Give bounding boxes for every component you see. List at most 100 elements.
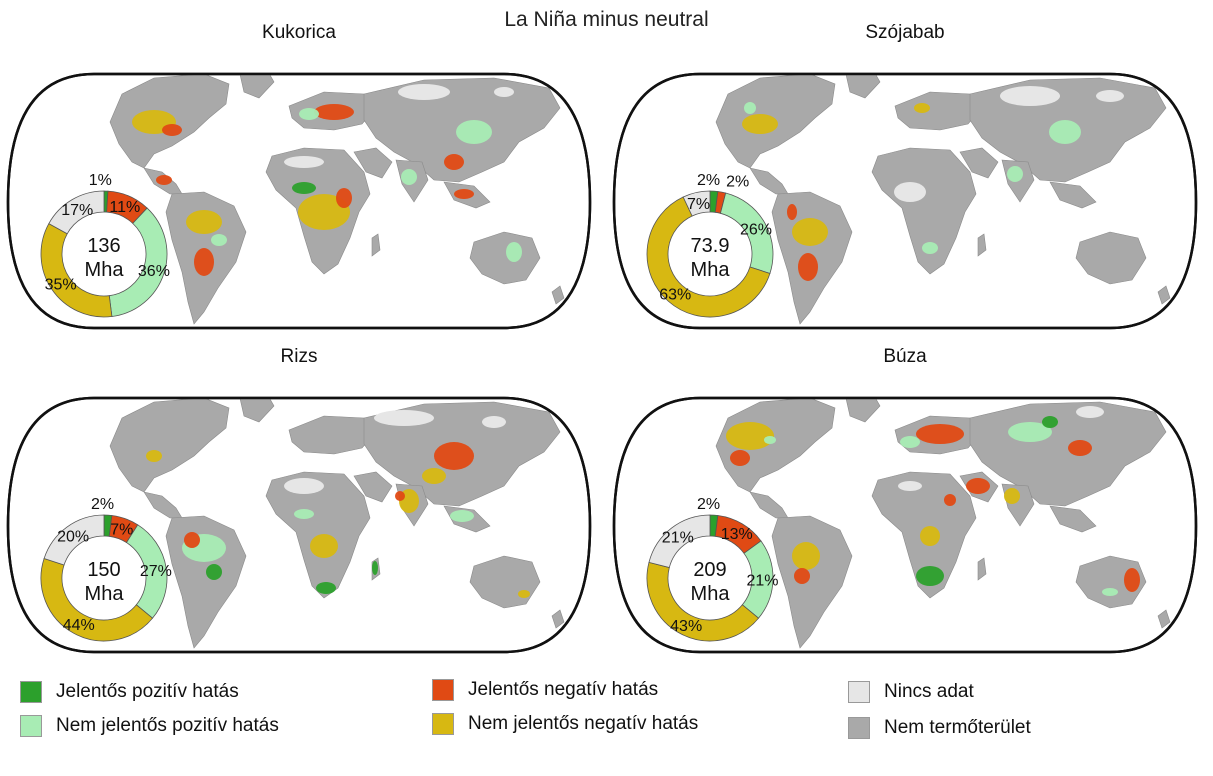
legend-label: Nem jelentős pozitív hatás <box>56 715 279 736</box>
region-no-data <box>1096 90 1124 102</box>
region-nonsig-pos <box>294 509 314 519</box>
donut-slice-label: 2% <box>697 172 720 189</box>
donut-slice-label: 21% <box>746 573 778 590</box>
region-sig-neg <box>444 154 464 170</box>
donut-total: 209 <box>693 559 726 581</box>
donut-slice-label: 1% <box>89 172 112 189</box>
region-nonsig-pos <box>450 510 474 522</box>
donut-slice-label: 44% <box>63 617 95 634</box>
region-sig-pos <box>206 564 222 580</box>
legend-swatch <box>432 713 454 735</box>
region-sig-neg <box>794 568 810 584</box>
region-sig-neg <box>916 424 964 444</box>
donut-slice-label: 43% <box>670 618 702 635</box>
region-nonsig-neg <box>914 103 930 113</box>
map-panel-kukorica: 1% 11% 36% 35% 17% 136 Mha Kukorica <box>4 12 594 332</box>
region-sig-pos <box>1042 416 1058 428</box>
region-nonsig-neg <box>186 210 222 234</box>
region-no-data <box>894 182 926 202</box>
donut-slice-label: 20% <box>57 529 89 546</box>
region-no-data <box>398 84 450 100</box>
region-sig-neg <box>966 478 990 494</box>
map-panel-buza: 2% 13% 21% 43% 21% 209 Mha Búza <box>610 336 1200 656</box>
continent-africa <box>265 471 371 599</box>
region-nonsig-neg <box>518 590 530 598</box>
region-sig-neg <box>730 450 750 466</box>
continent-northamerica <box>715 398 836 493</box>
region-sig-neg <box>184 532 200 548</box>
legend-item-sig-neg: Jelentős negatív hatás <box>432 679 658 701</box>
region-nonsig-pos <box>1102 588 1118 596</box>
region-sig-pos <box>372 561 378 575</box>
region-sig-neg <box>1068 440 1092 456</box>
continent-newzealand <box>551 285 565 305</box>
region-nonsig-pos <box>211 234 227 246</box>
panel-title: Rizs <box>280 346 318 367</box>
legend-label: Jelentős pozitív hatás <box>56 681 239 702</box>
region-sig-neg <box>1124 568 1140 592</box>
region-no-data <box>1000 86 1060 106</box>
panel-title: Szójabab <box>865 22 945 43</box>
region-nonsig-pos <box>900 436 920 448</box>
continent-madagascar <box>977 233 987 257</box>
region-no-data <box>898 481 922 491</box>
donut-slice-label: 7% <box>110 522 133 539</box>
region-nonsig-neg <box>422 468 446 484</box>
legend-swatch <box>20 681 42 703</box>
region-nonsig-pos <box>1007 166 1023 182</box>
continent-greenland <box>238 398 275 423</box>
continent-middleeast <box>353 147 393 179</box>
region-sig-neg <box>395 491 405 501</box>
donut-slice-label: 2% <box>726 173 749 190</box>
donut-slice-label: 36% <box>138 263 170 280</box>
region-nonsig-pos <box>764 436 776 444</box>
region-no-data <box>284 156 324 168</box>
region-sig-neg <box>156 175 172 185</box>
legend-item-non-crop: Nem termőterület <box>848 717 1031 739</box>
region-nonsig-neg <box>146 450 162 462</box>
region-no-data <box>482 416 506 428</box>
legend-label: Jelentős negatív hatás <box>468 679 659 700</box>
region-nonsig-pos <box>1008 422 1052 442</box>
legend-item-nonsig-neg: Nem jelentős negatív hatás <box>432 713 698 735</box>
donut-total: 73.9 <box>691 235 730 257</box>
legend-item-no-data: Nincs adat <box>848 681 974 703</box>
figure-title: La Niña minus neutral <box>504 8 709 31</box>
legend-swatch <box>848 681 870 703</box>
continent-northamerica <box>109 398 230 493</box>
legend-label: Nem termőterület <box>884 717 1031 738</box>
continent-madagascar <box>371 233 381 257</box>
continent-greenland <box>238 74 275 99</box>
region-nonsig-neg <box>726 422 774 450</box>
donut-slice-label: 21% <box>662 530 694 547</box>
region-sig-neg <box>454 189 474 199</box>
region-nonsig-neg <box>792 218 828 246</box>
map-panel-szojabab: 2% 2% 26% 63% 7% 73.9 Mha Szójabab <box>610 12 1200 332</box>
donut-slice-label: 2% <box>697 496 720 513</box>
region-nonsig-pos <box>744 102 756 114</box>
legend-item-nonsig-pos: Nem jelentős pozitív hatás <box>20 715 279 737</box>
region-sig-neg <box>434 442 474 470</box>
region-sig-neg <box>194 248 214 276</box>
legend-swatch <box>848 717 870 739</box>
donut-unit: Mha <box>691 583 731 605</box>
legend-label: Nincs adat <box>884 681 974 702</box>
continent-seasia <box>1049 181 1097 209</box>
region-sig-neg <box>798 253 818 281</box>
continent-southamerica <box>771 515 853 649</box>
legend-swatch <box>20 715 42 737</box>
region-no-data <box>494 87 514 97</box>
continent-africa <box>871 147 977 275</box>
continent-middleeast <box>353 471 393 503</box>
region-sig-neg <box>336 188 352 208</box>
continent-seasia <box>1049 505 1097 533</box>
region-no-data <box>374 410 434 426</box>
region-nonsig-pos <box>456 120 492 144</box>
region-nonsig-neg <box>742 114 778 134</box>
continent-australia <box>1075 555 1147 609</box>
